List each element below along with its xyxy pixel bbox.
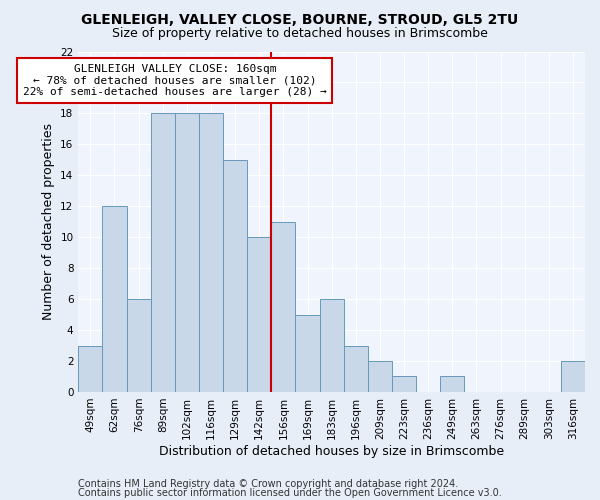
Bar	[271, 222, 295, 392]
Text: GLENLEIGH VALLEY CLOSE: 160sqm
← 78% of detached houses are smaller (102)
22% of: GLENLEIGH VALLEY CLOSE: 160sqm ← 78% of …	[23, 64, 326, 97]
Bar	[79, 346, 103, 392]
Bar	[199, 114, 223, 392]
Text: Size of property relative to detached houses in Brimscombe: Size of property relative to detached ho…	[112, 28, 488, 40]
Bar	[151, 114, 175, 392]
Text: Contains public sector information licensed under the Open Government Licence v3: Contains public sector information licen…	[78, 488, 502, 498]
Bar	[561, 361, 585, 392]
Bar	[127, 299, 151, 392]
Bar	[392, 376, 416, 392]
Bar	[440, 376, 464, 392]
Text: Contains HM Land Registry data © Crown copyright and database right 2024.: Contains HM Land Registry data © Crown c…	[78, 479, 458, 489]
Bar	[295, 314, 320, 392]
Bar	[344, 346, 368, 392]
Bar	[175, 114, 199, 392]
Bar	[103, 206, 127, 392]
Bar	[320, 299, 344, 392]
Text: GLENLEIGH, VALLEY CLOSE, BOURNE, STROUD, GL5 2TU: GLENLEIGH, VALLEY CLOSE, BOURNE, STROUD,…	[82, 12, 518, 26]
Bar	[223, 160, 247, 392]
Bar	[247, 237, 271, 392]
Bar	[368, 361, 392, 392]
X-axis label: Distribution of detached houses by size in Brimscombe: Distribution of detached houses by size …	[159, 444, 504, 458]
Y-axis label: Number of detached properties: Number of detached properties	[41, 123, 55, 320]
